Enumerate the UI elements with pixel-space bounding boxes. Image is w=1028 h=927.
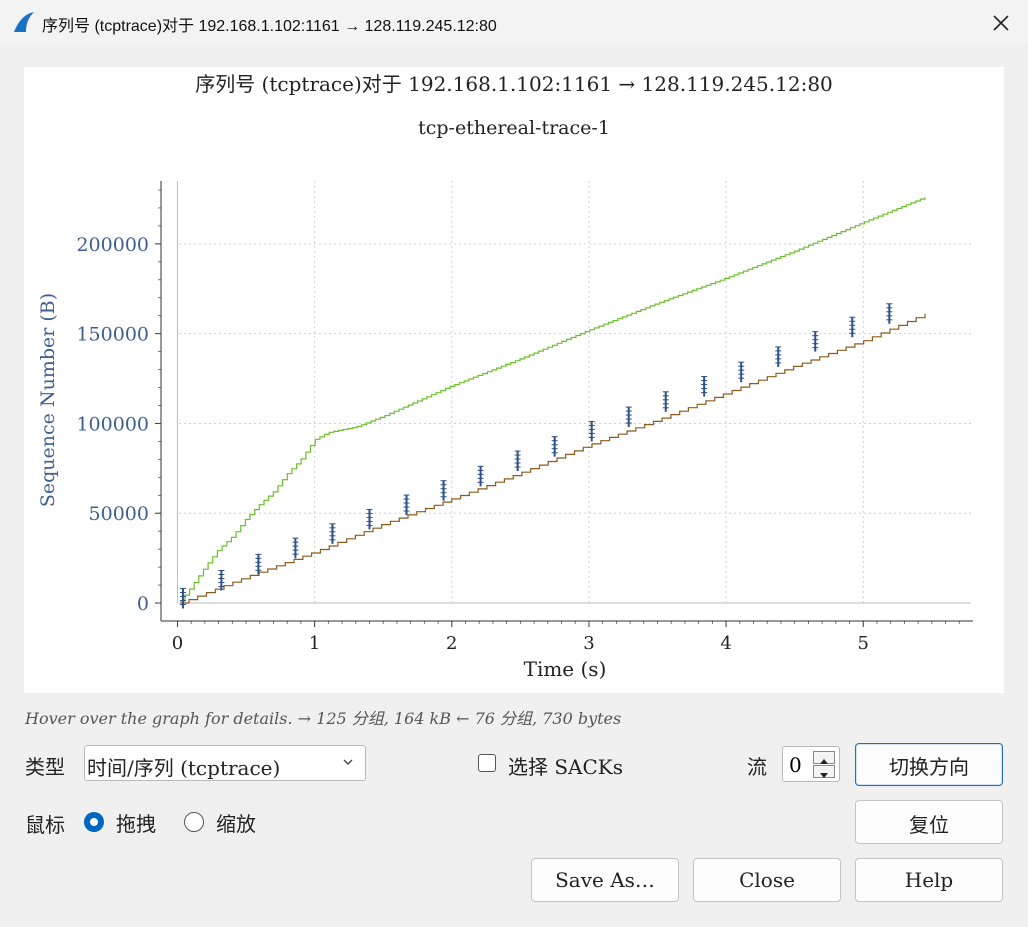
- caret-down-icon: [820, 773, 828, 778]
- zoom-label[interactable]: 缩放: [216, 812, 256, 836]
- segment-mark: [440, 480, 447, 501]
- y-axis-label: Sequence Number (B): [37, 293, 59, 507]
- y-tick-label: 200000: [76, 234, 149, 256]
- drag-radio[interactable]: [84, 812, 104, 832]
- close-button[interactable]: Close: [693, 858, 841, 902]
- x-tick-label: 0: [172, 633, 183, 654]
- series-layer: [179, 197, 926, 609]
- select-sacks-label[interactable]: 选择 SACKs: [508, 755, 624, 779]
- segment-mark: [329, 523, 336, 544]
- segment-mark: [179, 587, 186, 609]
- ack-line: [180, 313, 926, 604]
- segment-mark: [738, 361, 745, 383]
- grid: [176, 181, 971, 604]
- segment-mark: [662, 391, 669, 412]
- x-tick-label: 4: [720, 633, 731, 654]
- chevron-down-icon: [343, 759, 353, 765]
- receive-window-line: [180, 197, 926, 602]
- select-sacks-checkbox[interactable]: [478, 754, 496, 772]
- stream-increment-button[interactable]: [813, 751, 835, 764]
- segment-mark: [812, 331, 819, 352]
- segment-mark: [701, 376, 708, 397]
- segment-mark: [514, 450, 521, 472]
- segment-mark: [218, 569, 225, 591]
- stream-label: 流: [747, 755, 767, 779]
- caret-up-icon: [820, 759, 828, 764]
- segment-mark: [551, 436, 558, 457]
- x-tick-label: 3: [583, 633, 594, 654]
- sequence-graph[interactable]: 序列号 (tcptrace)对于 192.168.1.102:1161 → 12…: [24, 67, 1004, 693]
- hover-hint: Hover over the graph for details. → 125 …: [25, 709, 622, 728]
- stream-decrement-button[interactable]: [813, 765, 835, 778]
- window-titlebar: 序列号 (tcptrace)对于 192.168.1.102:1161 → 12…: [0, 0, 1028, 44]
- help-label: Help: [904, 868, 954, 892]
- segment-mark: [255, 553, 262, 575]
- stream-spinbox[interactable]: 0: [782, 746, 840, 782]
- y-tick-label: 50000: [89, 503, 149, 525]
- drag-label[interactable]: 拖拽: [116, 812, 156, 836]
- switch-direction-label: 切换方向: [889, 755, 969, 779]
- plot-panel: [24, 67, 1004, 693]
- close-icon[interactable]: [988, 10, 1014, 36]
- segment-mark: [366, 508, 373, 530]
- zoom-radio[interactable]: [184, 812, 204, 832]
- y-tick-label: 100000: [76, 413, 149, 435]
- segment-mark: [775, 346, 782, 367]
- window-title: 序列号 (tcptrace)对于 192.168.1.102:1161 → 12…: [42, 18, 497, 35]
- help-button[interactable]: Help: [855, 858, 1003, 902]
- chart-title: 序列号 (tcptrace)对于 192.168.1.102:1161 → 12…: [195, 72, 833, 96]
- graph-type-select[interactable]: 时间/序列 (tcptrace): [84, 745, 366, 781]
- graph-type-value: 时间/序列 (tcptrace): [87, 756, 281, 780]
- segment-mark: [477, 465, 484, 487]
- segment-mark: [849, 316, 856, 338]
- segment-mark: [886, 303, 893, 324]
- save-as-button[interactable]: Save As…: [531, 858, 679, 902]
- x-tick-label: 1: [309, 633, 320, 654]
- wireshark-fin-icon: [14, 12, 34, 32]
- segment-mark: [292, 537, 299, 559]
- y-tick-label: 150000: [76, 324, 149, 346]
- stream-value: 0: [789, 753, 802, 777]
- reset-button[interactable]: 复位: [855, 800, 1003, 844]
- reset-label: 复位: [909, 813, 949, 837]
- type-label: 类型: [25, 755, 65, 779]
- switch-direction-button[interactable]: 切换方向: [855, 743, 1003, 786]
- x-axis-label: Time (s): [524, 657, 607, 681]
- x-tick-label: 5: [858, 633, 869, 654]
- y-tick-label: 0: [137, 593, 149, 615]
- axes: 0 1 2 3 4 5 0 50000 100000 150000 200000: [76, 181, 973, 654]
- close-label: Close: [739, 868, 795, 892]
- segment-mark: [403, 494, 410, 516]
- segment-mark: [625, 406, 632, 428]
- chart-subtitle: tcp-ethereal-trace-1: [418, 117, 610, 139]
- segment-mark: [588, 420, 595, 442]
- x-tick-label: 2: [446, 633, 457, 654]
- mouse-label: 鼠标: [25, 813, 65, 837]
- save-as-label: Save As…: [555, 868, 655, 892]
